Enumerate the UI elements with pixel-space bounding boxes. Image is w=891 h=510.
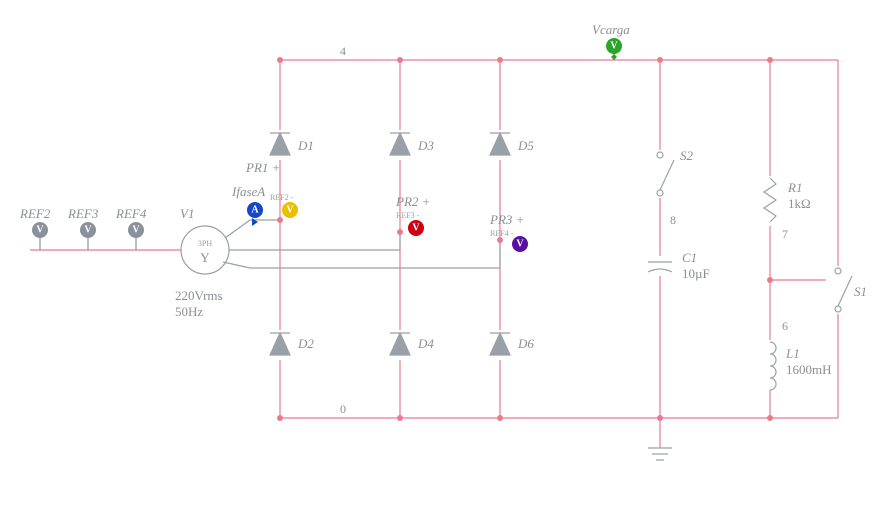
node <box>497 415 503 421</box>
label-REF4: REF4 <box>115 206 147 221</box>
label-L1: L1 <box>785 346 800 361</box>
net-bottom: 0 <box>340 402 346 416</box>
diode-D5 <box>490 130 510 160</box>
probe-glyph: V <box>84 225 92 236</box>
label-D3: D3 <box>417 138 434 153</box>
label-Vcarga: Vcarga <box>592 22 630 37</box>
label-R1: R1 <box>787 180 802 195</box>
net-6: 6 <box>782 319 788 333</box>
label-D5: D5 <box>517 138 534 153</box>
probe-glyph: V <box>412 223 420 234</box>
ground-icon <box>648 448 672 460</box>
node <box>767 415 773 421</box>
diode-D6 <box>490 330 510 360</box>
node <box>397 57 403 63</box>
net-8: 8 <box>670 213 676 227</box>
net-top: 4 <box>340 44 346 58</box>
probe-glyph: V <box>36 225 44 236</box>
label-REF2: REF2 <box>19 206 51 221</box>
node <box>277 57 283 63</box>
label-D4: D4 <box>417 336 434 351</box>
capacitor-C1 <box>648 256 672 276</box>
val-C1: 10µF <box>682 266 710 281</box>
node <box>767 277 773 283</box>
diode-D2 <box>270 330 290 360</box>
diode-D4 <box>390 330 410 360</box>
probe-glyph: V <box>286 205 294 216</box>
resistor-R1 <box>760 176 780 226</box>
node <box>767 57 773 63</box>
source-wye: Y <box>200 250 210 265</box>
source-val2: 50Hz <box>175 304 203 319</box>
label-PR1: PR1 + <box>245 160 280 175</box>
label-ref4-: REF4 - <box>490 229 514 238</box>
node <box>397 415 403 421</box>
switch-S1 <box>826 266 852 314</box>
diode-D1 <box>270 130 290 160</box>
node <box>277 217 283 223</box>
node <box>397 229 403 235</box>
val-R1: 1kΩ <box>788 196 811 211</box>
wire-phase-c <box>223 240 500 268</box>
label-S1: S1 <box>854 284 867 299</box>
source-3ph: 3PH Y <box>181 226 229 274</box>
node <box>497 57 503 63</box>
label-C1: C1 <box>682 250 697 265</box>
probe-current-arrow <box>252 218 258 226</box>
node <box>657 415 663 421</box>
probe-glyph: V <box>132 225 140 236</box>
probe-tip <box>611 54 617 60</box>
label-ref3-: REF3 - <box>396 211 420 220</box>
net-7: 7 <box>782 227 788 241</box>
label-S2: S2 <box>680 148 694 163</box>
probe-glyph: A <box>251 205 259 216</box>
source-internal: 3PH <box>198 239 212 248</box>
label-D1: D1 <box>297 138 314 153</box>
label-IfaseA: IfaseA <box>231 184 265 199</box>
node <box>277 415 283 421</box>
label-D6: D6 <box>517 336 534 351</box>
node <box>657 57 663 63</box>
label-PR2: PR2 + <box>395 194 430 209</box>
probe-glyph: V <box>610 41 618 52</box>
label-ref2-: REF2 - <box>270 193 294 202</box>
source-val1: 220Vrms <box>175 288 223 303</box>
label-REF3: REF3 <box>67 206 99 221</box>
label-PR3: PR3 + <box>489 212 524 227</box>
diode-D3 <box>390 130 410 160</box>
switch-S2 <box>648 150 674 198</box>
source-name: V1 <box>180 206 194 221</box>
inductor-L1 <box>760 340 780 390</box>
probe-glyph: V <box>516 239 524 250</box>
val-L1: 1600mH <box>786 362 832 377</box>
circuit-schematic: 3PH Y V1 220Vrms 50Hz D1 D3 D5 D2 D4 <box>0 0 891 510</box>
label-D2: D2 <box>297 336 314 351</box>
